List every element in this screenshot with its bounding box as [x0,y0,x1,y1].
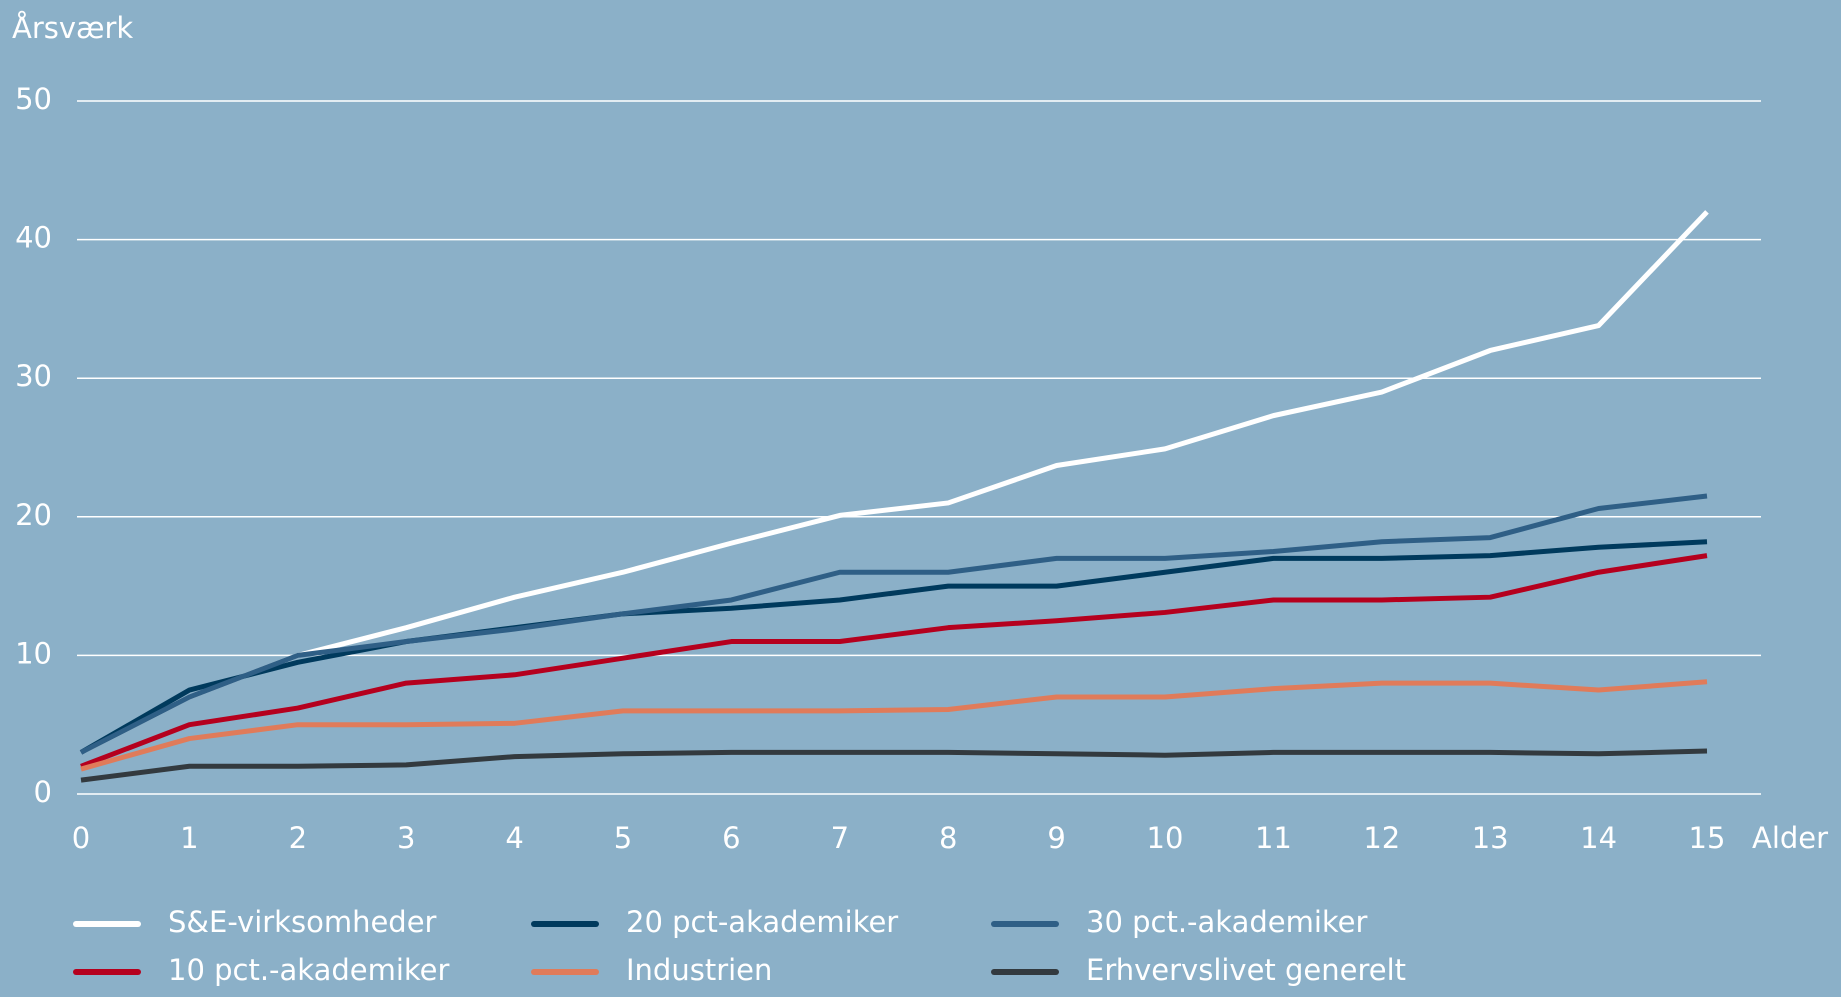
x-tick-label: 11 [1255,821,1292,855]
x-tick-label: 9 [1047,821,1065,855]
series-line [80,679,1708,772]
legend-label: Erhvervslivet generelt [1086,953,1406,987]
series-line [79,493,1708,755]
x-tick-label: 12 [1363,821,1400,855]
legend-label: 30 pct.-akademiker [1086,905,1368,939]
legend-label: S&E-virksomheder [168,905,437,939]
series-line [79,539,1708,755]
x-tick-label: 0 [72,821,90,855]
y-tick-label: 0 [34,775,52,809]
y-tick-label: 30 [15,359,52,393]
y-tick-label: 10 [15,636,52,670]
x-tick-label: 5 [614,821,632,855]
y-tick-label: 50 [15,82,52,116]
legend-label: 10 pct.-akademiker [168,953,450,987]
x-tick-label: 3 [397,821,415,855]
series-line [79,210,1709,755]
x-tick-label: 10 [1147,821,1184,855]
x-tick-label: 1 [180,821,198,855]
x-axis-label: Alder [1752,821,1828,855]
x-tick-label: 2 [289,821,307,855]
x-tick-label: 15 [1689,821,1726,855]
x-tick-label: 6 [722,821,740,855]
legend-label: 20 pct-akademiker [626,905,898,939]
x-tick-label: 13 [1472,821,1509,855]
series-line [80,553,1708,769]
x-tick-label: 4 [505,821,523,855]
y-tick-label: 40 [15,221,52,255]
series-line [80,748,1708,783]
x-tick-label: 8 [939,821,957,855]
legend-label: Industrien [626,953,772,987]
x-tick-label: 7 [831,821,849,855]
y-axis-label: Årsværk [12,11,133,45]
x-tick-label: 14 [1580,821,1617,855]
y-tick-label: 20 [15,498,52,532]
